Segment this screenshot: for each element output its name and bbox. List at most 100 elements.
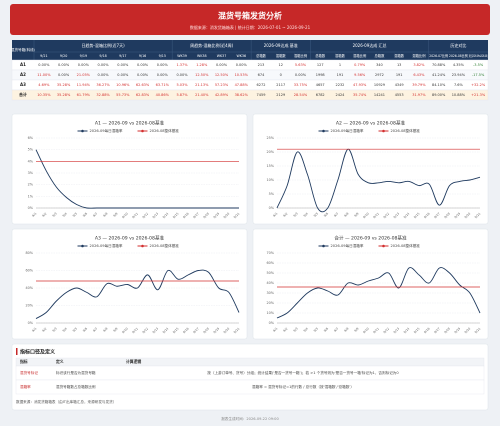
x-tick-label: 9/14 xyxy=(162,212,170,220)
x-tick-label: 9/17 xyxy=(433,212,441,220)
x-tick-label: 9/1 xyxy=(272,212,278,218)
daily-rate-line xyxy=(35,269,240,320)
x-tick-label: 9/17 xyxy=(192,327,200,335)
chart-title: A1 — 2026-09 vs 2026-08基准 xyxy=(95,120,165,127)
table-column-header: 混箱比例 xyxy=(353,53,367,58)
table-cell: 33.75% xyxy=(294,83,308,87)
x-tick-label: 9/16 xyxy=(182,212,190,220)
table-cell: 41.24% xyxy=(432,73,446,77)
def-column-header: 计算逻辑 xyxy=(126,359,141,364)
x-tick-label: 9/5 xyxy=(72,212,78,218)
table-group-header: 周趋势-混箱比例(近4周) xyxy=(190,42,234,48)
chart-title: A3 — 2026-09 vs 2026-08基准 xyxy=(95,235,165,242)
x-tick-label: 9/21 xyxy=(474,327,482,335)
x-tick-label: 9/3 xyxy=(292,212,298,218)
x-tick-label: 9/2 xyxy=(282,327,288,333)
table-cell: 0.00% xyxy=(38,63,50,67)
table-column-header: 2026-07比例 xyxy=(429,53,448,58)
x-tick-label: 9/11 xyxy=(372,212,380,220)
table-cell: 13 xyxy=(397,63,401,67)
table-column-header: 9/19 xyxy=(80,54,87,58)
x-tick-label: 9/6 xyxy=(323,327,329,333)
table-column-header: 2026-08比例 xyxy=(449,53,468,58)
table-cell: 0.00% xyxy=(78,63,90,67)
def-column-header: 定义 xyxy=(55,359,64,364)
y-tick-label: 20% xyxy=(266,301,274,305)
table-column-header: 9/21 xyxy=(40,54,47,58)
x-tick-label: 9/18 xyxy=(202,212,210,220)
table-cell: 0.00% xyxy=(117,73,129,77)
table-cell: 191 xyxy=(337,73,344,77)
table-cell: 0.00% xyxy=(58,63,70,67)
table-cell: 2117 xyxy=(276,83,285,87)
x-tick-label: 9/16 xyxy=(182,327,190,335)
y-tick-label: 1% xyxy=(28,194,34,198)
table-cell: 0.00% xyxy=(176,73,188,77)
table-cell: 191 xyxy=(396,73,403,77)
table-cell: 32.88% xyxy=(96,93,110,97)
table-cell: 61.79% xyxy=(77,93,91,97)
table-cell: 36.27% xyxy=(96,83,110,87)
legend-label: 2026-09每日混箱率 xyxy=(331,128,364,133)
table-row-label: 合计 xyxy=(19,91,27,97)
legend-label: 2026-08整体基准 xyxy=(150,128,180,133)
x-tick-label: 9/17 xyxy=(433,327,441,335)
table-cell: 89.00% xyxy=(432,93,446,97)
chart-panel xyxy=(252,228,489,340)
y-tick-label: 10% xyxy=(266,178,274,182)
legend-label: 2026-09每日混箱率 xyxy=(90,243,123,248)
x-tick-label: 9/20 xyxy=(464,212,472,220)
x-tick-label: 9/7 xyxy=(92,327,98,333)
x-tick-label: 9/7 xyxy=(92,212,98,218)
y-tick-label: 60% xyxy=(266,261,274,265)
table-cell: -3.5% xyxy=(473,63,484,67)
table-cell: -17.5% xyxy=(472,73,485,77)
table-cell: 10.35% xyxy=(37,93,51,97)
table-cell: 2972 xyxy=(375,73,384,77)
table-cell: 39.79% xyxy=(412,83,426,87)
x-tick-label: 9/6 xyxy=(82,212,88,218)
table-column-header: 混箱数 xyxy=(276,53,287,58)
x-tick-label: 9/6 xyxy=(323,212,329,218)
x-tick-label: 9/11 xyxy=(372,327,380,335)
x-tick-label: 9/10 xyxy=(121,327,129,335)
x-tick-label: 9/15 xyxy=(172,212,180,220)
table-column-header: 混箱比例 xyxy=(412,53,426,58)
table-cell: 6.43% xyxy=(413,73,425,77)
table-cell: 3.82% xyxy=(413,63,425,67)
legend-label: 2026-08整体基准 xyxy=(391,243,421,248)
table-cell: 0.00% xyxy=(216,63,228,67)
table-group-header: 历史对比 xyxy=(450,42,466,48)
table-cell: 213 xyxy=(258,63,265,67)
y-tick-label: 40% xyxy=(25,286,33,290)
x-tick-label: 9/14 xyxy=(162,327,170,335)
table-cell: 0.00% xyxy=(58,73,70,77)
x-tick-label: 9/4 xyxy=(62,327,68,333)
x-tick-label: 9/13 xyxy=(393,212,401,220)
x-tick-label: 9/7 xyxy=(333,327,339,333)
x-tick-label: 9/9 xyxy=(112,212,118,218)
y-tick-label: 4% xyxy=(28,159,34,163)
table-cell: 1998 xyxy=(316,73,325,77)
x-tick-label: 9/13 xyxy=(152,212,160,220)
x-tick-label: 9/5 xyxy=(313,327,319,333)
x-tick-label: 9/20 xyxy=(464,327,472,335)
y-tick-label: 5% xyxy=(28,148,34,152)
table-cell: 10929 xyxy=(374,83,385,87)
legend-marker xyxy=(81,244,84,248)
chart-panel xyxy=(252,113,489,225)
legend-label: 2026-08整体基准 xyxy=(150,243,180,248)
y-tick-label: 15% xyxy=(266,164,274,168)
table-group-header: 2026-09达成 基准 xyxy=(264,42,298,48)
x-tick-label: 9/19 xyxy=(454,212,462,220)
table-column-header: 9/20 xyxy=(60,54,67,58)
table-cell: 2129 xyxy=(276,93,285,97)
y-tick-label: 5% xyxy=(269,192,275,196)
table-cell: 21.13% xyxy=(195,83,209,87)
table-column-header: 9/18 xyxy=(99,54,106,58)
table-cell: 23.94% xyxy=(452,73,466,77)
x-tick-label: 9/4 xyxy=(303,212,309,218)
x-tick-label: 9/4 xyxy=(62,212,68,218)
legend-marker xyxy=(141,129,144,133)
x-tick-label: 9/8 xyxy=(102,327,108,333)
